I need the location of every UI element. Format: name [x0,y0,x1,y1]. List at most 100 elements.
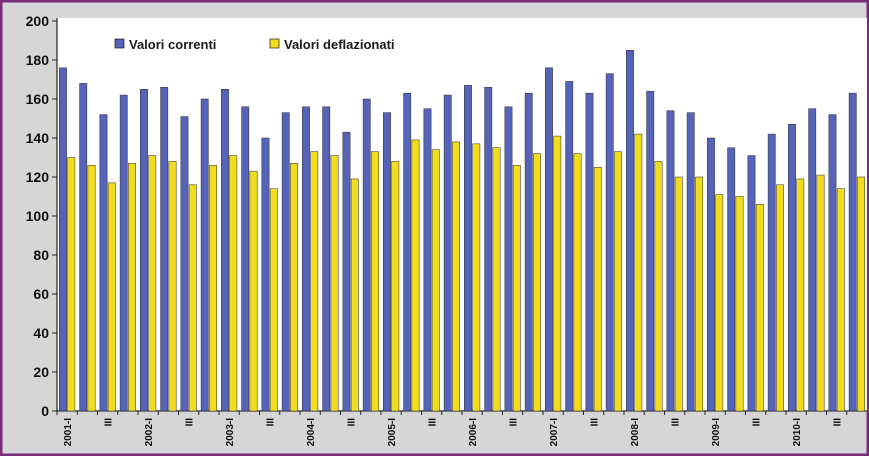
x-tick-label: III [428,418,439,427]
legend-label-current: Valori correnti [129,37,216,52]
y-tick-label: 160 [26,91,50,107]
legend-swatch-current [114,38,125,49]
bar-valori-correnti [646,90,655,412]
bar-valori-deflazionati [816,174,825,412]
bar-valori-correnti [281,112,290,412]
bar-valori-correnti [241,106,250,412]
bar-valori-correnti [342,131,351,412]
bar-valori-correnti [200,98,209,412]
bar-valori-deflazionati [593,167,602,412]
bar-valori-correnti [79,83,88,412]
y-tick-label: 200 [26,13,50,29]
x-tick-label: III [266,418,277,427]
bar-valori-correnti [160,87,169,412]
x-tick-label: 2002-I [144,418,155,447]
y-tick-label: 100 [26,208,50,224]
bar-valori-deflazionati [796,178,805,412]
bar-valori-deflazionati [634,133,643,412]
bar-valori-correnti [747,155,756,412]
y-tick-label: 120 [26,169,50,185]
bar-valori-correnti [261,137,270,412]
bar-valori-correnti [585,92,594,412]
x-tick-label: 2004-I [306,418,317,447]
bar-valori-correnti [383,112,391,412]
plot-background [57,18,867,412]
x-tick-label: 2008-I [630,418,641,447]
x-tick-label: III [104,418,115,427]
bar-valori-correnti [727,147,736,412]
bar-valori-deflazionati [755,204,764,412]
bar-valori-deflazionati [128,163,136,412]
bar-valori-correnti [565,81,574,412]
bar-valori-deflazionati [371,151,379,412]
bar-valori-correnti [686,112,695,412]
bar-valori-deflazionati [148,155,157,412]
bar-valori-deflazionati [614,151,622,412]
y-tick-label: 80 [33,247,49,263]
y-tick-label: 0 [41,403,49,419]
bar-valori-correnti [484,87,493,412]
bar-valori-deflazionati [836,188,845,412]
x-tick-label: 2010-I [792,418,803,447]
y-tick-label: 60 [33,286,49,302]
bar-valori-correnti [119,94,128,412]
bar-valori-deflazionati [269,188,278,412]
x-tick-label: III [752,418,763,427]
bar-valori-deflazionati [431,149,440,412]
bar-valori-deflazionati [533,153,541,412]
bar-valori-correnti [180,116,189,412]
bars [59,50,865,412]
x-tick-label: III [347,418,358,427]
bar-valori-deflazionati [573,153,582,412]
y-tick-label: 20 [33,364,49,380]
bar-valori-deflazionati [350,178,359,412]
bar-valori-correnti [423,108,432,412]
bar-valori-deflazionati [512,165,521,412]
bar-valori-correnti [707,137,715,412]
y-tick-label: 180 [26,52,50,68]
x-axis: 2001-I III 2002-I III 2003-I III 2004-I III 2005… [56,410,867,447]
bar-valori-correnti [605,73,614,412]
bar-valori-deflazionati [107,182,116,412]
bar-valori-correnti [322,106,331,412]
bar-valori-correnti [626,50,634,412]
x-tick-label: 2005-I [387,418,398,447]
x-tick-label: 2001-I [63,418,74,447]
bar-valori-deflazionati [290,163,298,412]
bar-valori-correnti [362,98,371,412]
bar-valori-deflazionati [188,184,197,412]
bar-valori-deflazionati [695,176,703,412]
bar-valori-correnti [828,114,837,412]
x-tick-label: III [833,418,844,427]
bar-valori-correnti [99,114,108,412]
bar-valori-correnti [140,89,148,412]
x-tick-label: 2003-I [225,418,236,447]
bar-valori-deflazionati [391,161,400,412]
x-tick-label: 2007-I [549,418,560,447]
bar-valori-deflazionati [168,161,177,412]
bar-valori-deflazionati [472,143,481,412]
bar-valori-correnti [545,67,553,412]
y-tick-label: 40 [33,325,49,341]
bar-valori-deflazionati [67,157,76,412]
bar-valori-correnti [464,85,472,412]
bar-valori-correnti [403,92,412,412]
bar-valori-deflazionati [553,135,562,412]
bar-valori-deflazionati [715,194,724,412]
bar-valori-correnti [848,92,857,412]
bar-valori-correnti [767,133,776,412]
bar-valori-deflazionati [310,151,319,412]
x-tick-label: III [671,418,682,427]
bar-valori-deflazionati [209,165,217,412]
bar-valori-correnti [221,89,229,412]
bar-valori-deflazionati [674,176,683,412]
legend-swatch-deflated [269,38,280,49]
x-tick-label: III [509,418,520,427]
bar-valori-deflazionati [452,141,460,412]
bar-valori-correnti [443,94,452,412]
bar-valori-correnti [302,106,310,412]
bar-valori-deflazionati [857,176,865,412]
x-tick-label: 2009-I [711,418,722,447]
